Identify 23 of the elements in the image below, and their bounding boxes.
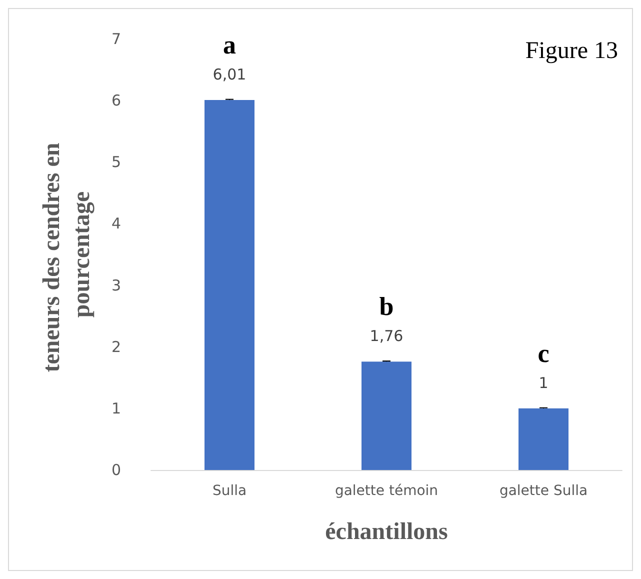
y-tick-label: 5 bbox=[111, 153, 121, 172]
y-tick-label: 7 bbox=[111, 30, 121, 48]
annotation: c bbox=[538, 338, 550, 368]
annotation: Figure 13 bbox=[525, 38, 618, 64]
y-tick-label: 2 bbox=[111, 338, 121, 356]
annotation: b bbox=[379, 292, 394, 322]
data-label: 1 bbox=[538, 374, 548, 392]
y-axis-title: teneurs des cendres en pourcentage bbox=[39, 136, 95, 372]
y-tick-label: 3 bbox=[111, 276, 121, 294]
bar bbox=[362, 362, 412, 470]
data-label: 1,76 bbox=[370, 327, 404, 346]
y-tick-label: 4 bbox=[111, 214, 121, 233]
x-axis-title: échantillons bbox=[325, 519, 448, 545]
bar bbox=[518, 408, 568, 470]
x-tick-label: Sulla bbox=[212, 483, 247, 499]
data-label: 6,01 bbox=[212, 65, 246, 84]
annotation: a bbox=[223, 30, 236, 60]
y-tick-label: 6 bbox=[111, 92, 121, 110]
x-tick-label: galette témoin bbox=[334, 483, 438, 499]
bar bbox=[204, 100, 254, 470]
y-tick-label: 0 bbox=[111, 461, 121, 479]
y-tick-label: 1 bbox=[111, 399, 121, 418]
x-tick-label: galette Sulla bbox=[499, 483, 588, 499]
